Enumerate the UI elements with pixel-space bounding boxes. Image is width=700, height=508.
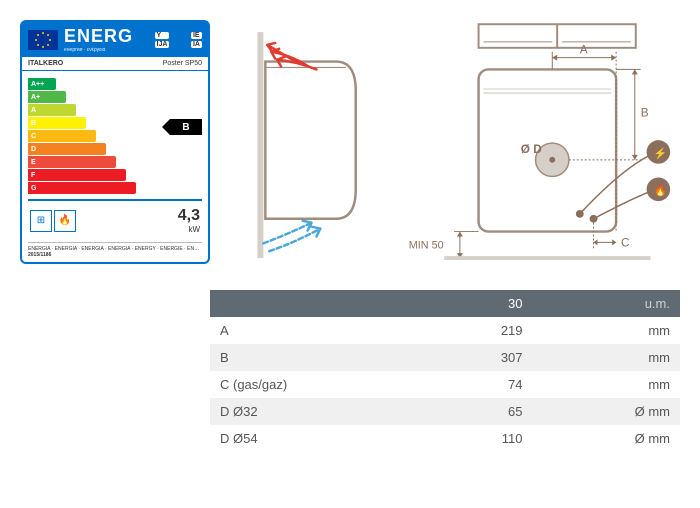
class-marker: B	[170, 119, 202, 135]
class-bars: B A++A+ABCDEFG	[22, 71, 208, 199]
class-bar-D: D	[28, 143, 106, 155]
table-row: C (gas/gaz)74mm	[210, 371, 680, 398]
label-header: ENERG енергия · ενέργεια Y IJA IE IA	[22, 22, 208, 57]
brand-model-strip: ITALKERO Poster SP50	[22, 57, 208, 71]
energy-label: ENERG енергия · ενέργεια Y IJA IE IA ITA…	[20, 20, 210, 264]
svg-text:⚡: ⚡	[653, 147, 666, 160]
class-bar-B: B	[28, 117, 86, 129]
svg-text:B: B	[641, 107, 649, 120]
label-footer: ENERGIA · ENERGIA · ENERGIA · ENERGIA · …	[22, 238, 208, 262]
class-bar-E: E	[28, 156, 116, 168]
class-bar-F: F	[28, 169, 126, 181]
window-icon: ⊞	[30, 210, 52, 232]
eu-flag-icon	[28, 30, 58, 50]
energ-title: ENERG	[64, 26, 133, 47]
class-bar-A: A	[28, 104, 76, 116]
header-badges-2: IE IA	[191, 32, 202, 48]
kw-unit: kW	[178, 225, 200, 234]
svg-text:Ø D: Ø D	[521, 143, 542, 156]
installation-diagram: Ø D ⚡ 🔥 A B	[228, 20, 680, 280]
table-row: A219mm	[210, 317, 680, 344]
table-row: D Ø54110Ø mm	[210, 425, 680, 452]
class-bar-A++: A++	[28, 78, 56, 90]
energ-subtitle: енергия · ενέργεια	[64, 47, 133, 53]
svg-text:A: A	[580, 44, 588, 57]
brand: ITALKERO	[28, 60, 63, 67]
model: Poster SP50	[163, 60, 202, 67]
class-bar-A+: A+	[28, 91, 66, 103]
class-bar-G: G	[28, 182, 136, 194]
kw-box: ⊞ 🔥 4,3 kW	[28, 199, 202, 238]
class-bar-C: C	[28, 130, 96, 142]
svg-text:🔥: 🔥	[653, 184, 666, 197]
min-label: MIN 50	[409, 239, 444, 251]
table-row: D Ø3265Ø mm	[210, 398, 680, 425]
dimensions-table: 30u.m. A219mmB307mmC (gas/gaz)74mmD Ø326…	[210, 290, 680, 452]
flame-icon: 🔥	[54, 210, 76, 232]
table-row: B307mm	[210, 344, 680, 371]
kw-value: 4,3	[178, 207, 200, 224]
header-badges: Y IJA	[155, 32, 170, 48]
svg-text:C: C	[621, 236, 630, 249]
